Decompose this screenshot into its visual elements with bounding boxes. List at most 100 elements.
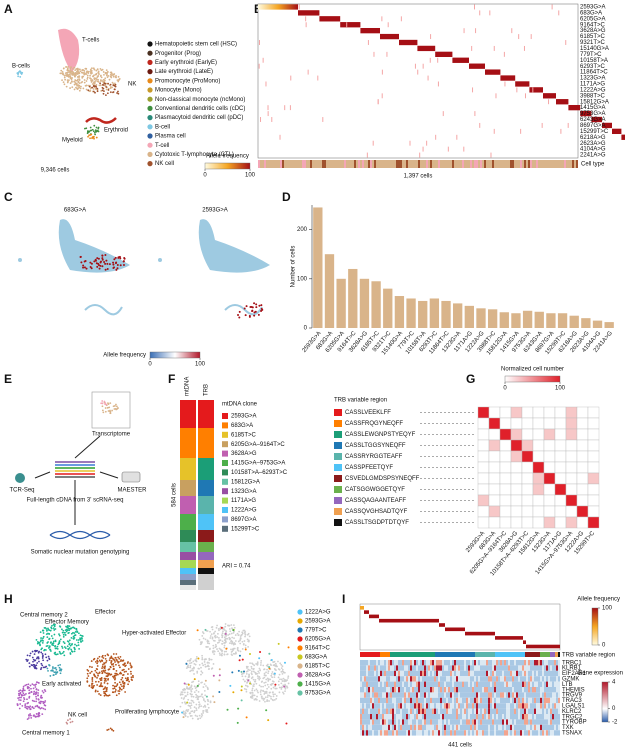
cell-type-track: [456, 160, 458, 168]
umap-cell: [264, 696, 267, 699]
expr-cell: [390, 670, 392, 677]
bar: [418, 300, 428, 328]
cell-dot: [87, 135, 89, 138]
variant-label: 9321T>C: [580, 40, 606, 46]
umap-cell: [67, 632, 70, 635]
heat-speck: [429, 57, 431, 63]
expr-cell: [390, 681, 392, 687]
expr-cell: [382, 703, 384, 709]
legend-label: CATSGGWGGETQYF: [345, 487, 405, 493]
trb-track: [550, 652, 555, 657]
umap-cell: [211, 636, 214, 639]
expr-cell: [468, 681, 470, 687]
umap-cell: [219, 654, 221, 656]
expr-cell: [396, 714, 398, 720]
expr-cell: [388, 687, 390, 693]
umap-cell: [30, 690, 33, 693]
umap-cell: [47, 655, 50, 658]
expr-cell: [426, 670, 428, 677]
umap-cell: [202, 664, 205, 667]
cell-type-track: [446, 160, 448, 168]
expr-cell: [536, 676, 538, 682]
umap-cell: [263, 674, 266, 676]
grid-cell: [532, 516, 545, 529]
cell-dot: [75, 67, 78, 70]
cell-dot: [76, 70, 79, 73]
expr-cell: [422, 687, 424, 693]
umap-cell: [237, 640, 240, 643]
umap-cell: [105, 675, 108, 677]
umap-cell: [88, 685, 91, 687]
variant-label: 6293T>C: [580, 64, 606, 70]
legend-label: CASSLTGGSYNEQFF: [345, 443, 406, 449]
gene-label: TRGV9: [562, 693, 583, 699]
umap-cell: [193, 673, 195, 675]
umap-cell: [270, 687, 273, 690]
umap-cell: [37, 657, 40, 660]
clone-cell: [218, 690, 221, 693]
expr-cell: [498, 665, 500, 671]
expr-cell: [452, 670, 454, 677]
expr-cell: [454, 665, 456, 671]
umap-cell: [236, 647, 239, 650]
umap-cell: [36, 704, 39, 707]
expr-cell: [542, 724, 544, 731]
expr-cell: [370, 692, 372, 698]
umap-cell: [91, 666, 93, 669]
cell-dot: [103, 400, 106, 403]
expr-cell: [546, 703, 548, 709]
umap-cell: [123, 670, 126, 673]
expr-cell: [444, 703, 446, 709]
expr-cell: [550, 670, 552, 677]
umap-cell: [219, 628, 222, 631]
expr-cell: [482, 697, 484, 704]
expr-cell: [548, 665, 550, 671]
expr-cell: [434, 724, 436, 731]
cell-dot: [71, 73, 74, 76]
umap-cell: [24, 703, 27, 706]
grid-cell: [477, 417, 490, 430]
grid-cell: [543, 406, 556, 419]
umap-cell: [53, 629, 56, 631]
umap-cell: [99, 678, 101, 680]
expr-cell: [458, 665, 460, 671]
expr-cell: [526, 719, 528, 725]
expr-cell: [446, 687, 448, 693]
umap-cell: [253, 683, 255, 686]
expr-cell: [522, 730, 524, 736]
panel-label: G: [466, 372, 475, 386]
expr-cell: [414, 714, 416, 720]
bar: [394, 296, 405, 328]
expr-cell: [430, 703, 432, 709]
expr-cell: [364, 730, 366, 736]
expr-cell: [478, 692, 480, 698]
legend-swatch: [334, 497, 342, 504]
cell-dot: [63, 74, 66, 77]
umap-cell: [228, 638, 231, 641]
expr-cell: [446, 708, 448, 714]
expr-cell: [508, 714, 510, 720]
expr-cell: [422, 730, 424, 736]
heat-speck: [532, 87, 534, 93]
clone-cell: [185, 662, 188, 665]
t-cell-region: [58, 28, 80, 72]
expr-cell: [476, 681, 478, 687]
umap-cell: [217, 650, 220, 653]
expr-cell: [388, 708, 390, 714]
umap-cell: [230, 640, 232, 643]
umap-cell: [193, 691, 196, 694]
clone-cell: [193, 678, 196, 681]
expr-cell: [526, 676, 528, 682]
expr-cell: [524, 730, 526, 736]
expr-cell: [554, 660, 556, 666]
umap-cell: [241, 640, 244, 643]
cell-type-track: [374, 160, 376, 168]
expr-cell: [492, 681, 494, 687]
umap-cell: [232, 652, 235, 655]
expr-cell: [444, 692, 446, 698]
cell-dot: [99, 79, 102, 81]
cell-dot: [95, 86, 98, 88]
expr-cell: [362, 697, 364, 704]
expr-cell: [466, 724, 468, 731]
expr-cell: [484, 665, 486, 671]
